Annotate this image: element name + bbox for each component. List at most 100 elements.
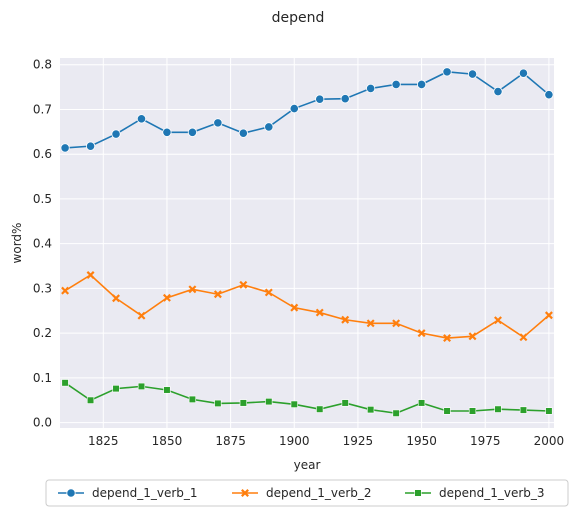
- data-point: [264, 288, 273, 297]
- grid: [60, 58, 554, 428]
- data-point: [341, 315, 350, 324]
- data-point: [315, 94, 325, 104]
- data-point: [443, 407, 451, 415]
- data-point: [214, 399, 222, 407]
- data-point: [163, 386, 171, 394]
- data-point: [442, 67, 452, 77]
- data-point: [213, 290, 222, 299]
- y-tick-label: 0.7: [33, 102, 52, 116]
- data-point: [494, 405, 502, 413]
- plot-area: [60, 58, 554, 428]
- data-point: [61, 286, 70, 295]
- x-tick-label: 1900: [279, 434, 310, 448]
- data-point: [238, 128, 248, 138]
- x-tick-label: 1950: [406, 434, 437, 448]
- data-point: [392, 319, 401, 328]
- data-point: [290, 400, 298, 408]
- y-tick-label: 0.4: [33, 237, 52, 251]
- legend-frame: [45, 479, 569, 507]
- data-point: [468, 332, 477, 341]
- data-point: [111, 129, 121, 139]
- data-point: [137, 311, 146, 320]
- chart-title: depend: [272, 10, 325, 26]
- series-line: [64, 273, 550, 339]
- y-tick-label: 0.5: [33, 192, 52, 206]
- data-point: [289, 103, 299, 114]
- data-point: [187, 127, 198, 137]
- series-layer: [60, 67, 554, 417]
- data-point: [545, 407, 553, 415]
- data-point: [493, 86, 503, 97]
- data-point: [392, 409, 400, 417]
- y-axis-ticks: 0.0 0.1 0.2 0.3 0.4 0.5 0.6 0.7 0.8: [33, 58, 52, 430]
- series-line: [64, 382, 549, 415]
- data-point: [341, 399, 349, 407]
- x-tick-label: 1875: [215, 434, 246, 448]
- data-point: [162, 293, 171, 302]
- x-tick-label: 1850: [152, 434, 183, 448]
- data-point: [136, 114, 147, 124]
- y-tick-label: 0.6: [33, 147, 52, 161]
- data-point: [239, 399, 247, 407]
- data-point: [416, 79, 427, 89]
- y-tick-label: 0.8: [33, 58, 52, 72]
- data-point: [417, 399, 426, 407]
- x-tick-label: 2000: [534, 434, 565, 448]
- data-point: [391, 79, 401, 89]
- y-axis-label: word%: [10, 223, 24, 264]
- data-point: [137, 382, 146, 390]
- legend-marker: [241, 489, 249, 497]
- legend-label: depend_1_verb_1: [92, 486, 198, 500]
- legend: depend_1_verb_1 depend_1_verb_2 depend_1_v…: [45, 479, 569, 507]
- data-point: [340, 94, 350, 104]
- data-point: [86, 271, 95, 279]
- data-point: [264, 122, 274, 132]
- legend-label: depend_1_verb_2: [266, 486, 372, 500]
- series-1: [60, 67, 554, 153]
- legend-label: depend_1_verb_3: [439, 486, 545, 500]
- data-point: [162, 127, 172, 137]
- series-3: [61, 379, 553, 417]
- y-tick-label: 0.2: [33, 326, 52, 340]
- data-point: [544, 311, 553, 320]
- data-point: [265, 398, 273, 406]
- data-point: [467, 69, 478, 79]
- data-point: [315, 308, 324, 317]
- y-tick-label: 0.1: [33, 371, 52, 385]
- data-point: [61, 379, 69, 387]
- data-point: [85, 141, 96, 151]
- data-point: [366, 83, 376, 94]
- data-point: [518, 68, 529, 78]
- data-point: [239, 280, 248, 289]
- x-axis-label: year: [294, 458, 321, 472]
- x-axis-ticks: 1825 1850 1875 1900 1925 1950 1975 2000: [88, 434, 564, 448]
- series-2: [61, 271, 553, 343]
- data-point: [316, 405, 324, 413]
- data-point: [188, 395, 197, 403]
- legend-marker: [66, 488, 76, 498]
- data-point: [366, 319, 375, 328]
- data-point: [519, 333, 528, 342]
- data-point: [544, 90, 554, 100]
- data-point: [494, 316, 502, 325]
- x-tick-label: 1975: [470, 434, 501, 448]
- x-tick-label: 1825: [88, 434, 119, 448]
- data-point: [86, 396, 95, 404]
- y-tick-label: 0.0: [33, 416, 52, 430]
- y-tick-label: 0.3: [33, 281, 52, 295]
- data-point: [290, 303, 299, 312]
- data-point: [519, 406, 528, 414]
- data-point: [443, 334, 452, 343]
- x-tick-label: 1925: [343, 434, 374, 448]
- data-point: [112, 385, 120, 393]
- data-point: [213, 118, 223, 128]
- data-point: [188, 285, 197, 294]
- data-point: [367, 406, 375, 414]
- data-point: [468, 407, 477, 415]
- data-point: [112, 294, 120, 303]
- data-point: [60, 143, 70, 153]
- legend-marker: [414, 489, 422, 497]
- data-point: [417, 329, 426, 338]
